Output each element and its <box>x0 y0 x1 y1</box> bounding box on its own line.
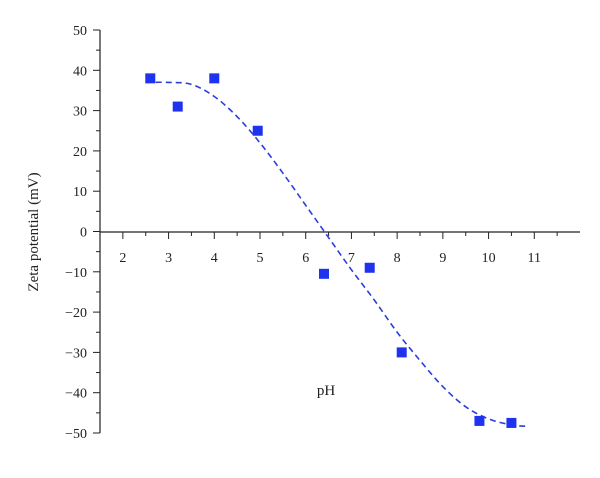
x-tick-label: 3 <box>165 251 172 266</box>
data-point <box>252 125 263 136</box>
y-tick-label: 10 <box>73 185 87 200</box>
tick-marks <box>93 29 558 434</box>
data-point <box>319 268 329 279</box>
x-tick-label: 4 <box>211 251 218 266</box>
y-tick-label: 30 <box>73 105 87 120</box>
data-point <box>506 417 517 428</box>
y-axis-title: Zeta potential (mV) <box>26 172 42 291</box>
y-tick-label: −10 <box>65 266 87 281</box>
y-tick-label: 20 <box>73 145 87 160</box>
axes <box>99 30 580 433</box>
y-tick-label: −30 <box>65 346 87 361</box>
y-tick-label: −40 <box>65 387 87 402</box>
data-point <box>364 262 375 273</box>
data-point <box>396 347 407 358</box>
data-point <box>209 73 220 84</box>
x-tick-label: 6 <box>302 251 309 266</box>
data-markers <box>145 73 517 428</box>
x-tick-label: 9 <box>439 251 446 266</box>
data-point <box>172 101 183 112</box>
x-tick-label: 7 <box>348 251 355 266</box>
y-tick-label: −50 <box>65 427 87 442</box>
data-point <box>474 415 485 426</box>
fit-line-group <box>145 81 526 427</box>
x-tick-label: 2 <box>119 251 126 266</box>
y-tick-label: 50 <box>73 24 87 39</box>
data-point <box>145 73 156 84</box>
y-tick-label: −20 <box>65 306 87 321</box>
x-tick-label: 11 <box>528 251 541 266</box>
x-tick-label: 5 <box>257 251 264 266</box>
y-tick-label: 40 <box>73 64 87 79</box>
x-tick-label: 8 <box>394 251 401 266</box>
fit-line <box>145 81 526 427</box>
x-axis-title: pH <box>317 383 336 399</box>
x-tick-label: 10 <box>482 251 496 266</box>
y-tick-label: 0 <box>80 226 87 241</box>
tick-labels: −50 −40 −30 −20 −10 0 10 20 30 40 50 2 3 4 5 6 7 8 9 10 11 <box>65 24 541 442</box>
